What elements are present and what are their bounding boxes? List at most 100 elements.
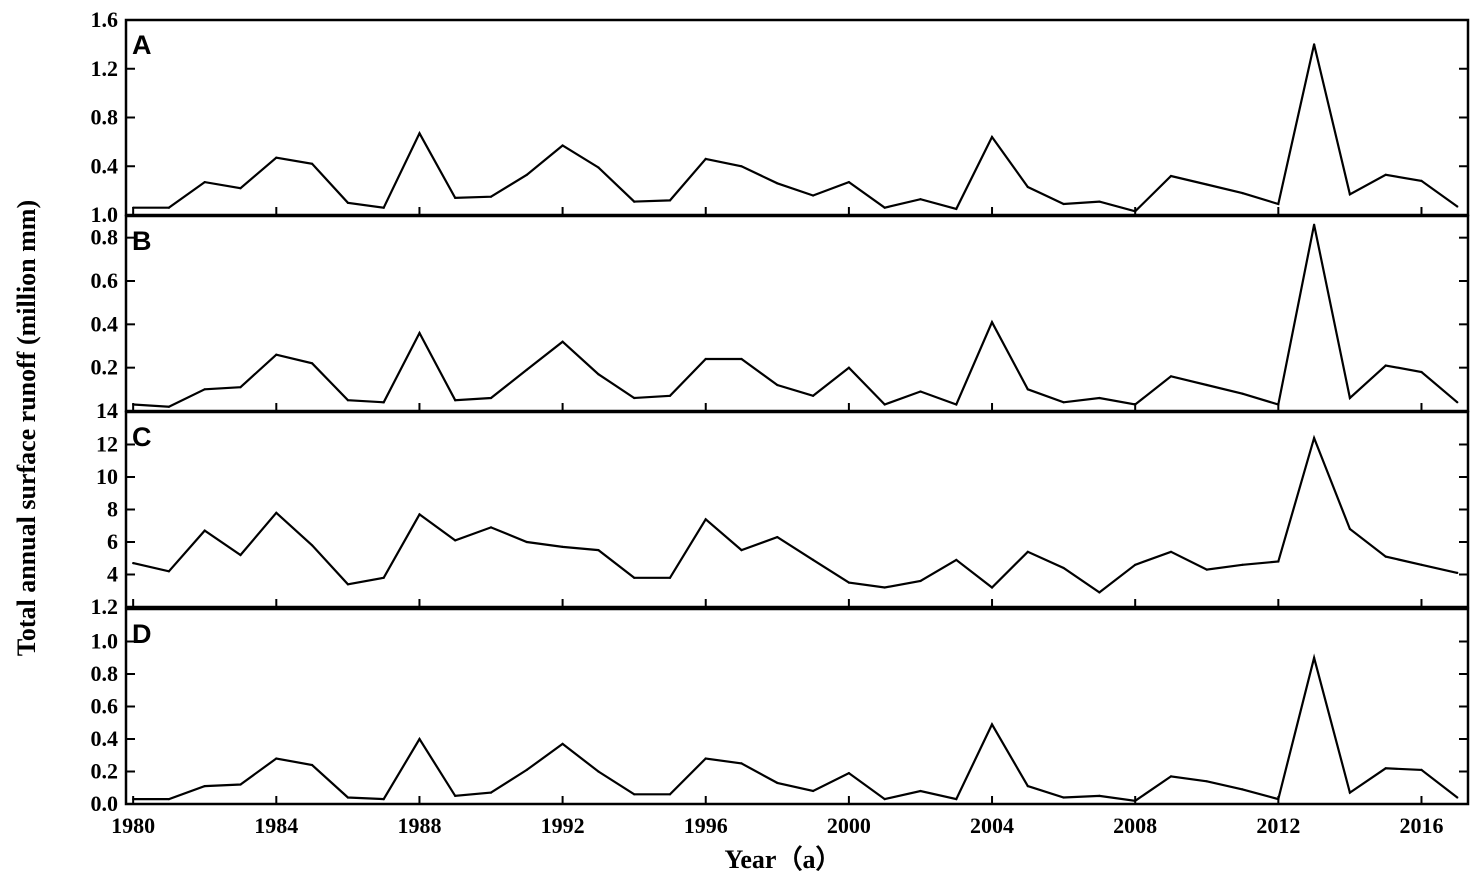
data-point <box>955 558 958 562</box>
data-point <box>489 396 493 400</box>
data-point <box>203 388 206 391</box>
data-point <box>990 135 994 139</box>
data-point <box>955 798 958 801</box>
data-point <box>1134 403 1137 406</box>
y-tick-label: 14 <box>96 398 118 423</box>
data-point <box>167 405 170 408</box>
data-point <box>1241 788 1244 791</box>
data-point <box>1348 791 1351 794</box>
data-point <box>633 396 636 400</box>
data-point <box>1313 656 1316 659</box>
data-point <box>1098 396 1101 400</box>
data-point <box>1169 375 1173 378</box>
x-tick-label: 1996 <box>684 813 728 838</box>
y-tick-label: 0.8 <box>91 661 119 686</box>
panel-frame <box>124 410 1470 609</box>
data-point <box>311 544 314 547</box>
data-point <box>883 206 886 209</box>
series-line-d <box>133 653 1458 802</box>
x-tick-label: 2008 <box>1113 813 1157 838</box>
data-point <box>1026 388 1029 391</box>
data-point <box>1134 563 1137 566</box>
data-point <box>1026 185 1029 189</box>
data-point <box>1062 796 1065 799</box>
x-axis: 1980 1984 1988 1992 1996 2000 2004 2008 2012 2016 <box>111 813 1443 838</box>
data-point <box>1456 796 1459 799</box>
data-point <box>597 373 600 376</box>
data-point <box>847 772 851 775</box>
data-point <box>454 399 457 402</box>
data-point <box>132 403 135 406</box>
data-point <box>382 401 385 404</box>
y-tick-label: 0.2 <box>91 355 119 380</box>
data-point <box>1134 799 1137 802</box>
data-point <box>525 540 528 544</box>
data-point <box>203 529 206 532</box>
data-point <box>955 403 958 406</box>
data-point <box>167 206 170 209</box>
data-point <box>597 549 600 552</box>
data-point <box>704 757 707 760</box>
data-point <box>346 583 349 586</box>
y-tick-label: 1.2 <box>91 594 119 619</box>
data-point <box>1205 383 1208 387</box>
data-point <box>1098 591 1101 594</box>
panel-b: 0.2 0.4 0.6 0.8 14 B <box>91 214 1470 423</box>
data-point <box>1384 555 1387 558</box>
data-point <box>239 783 242 786</box>
data-point <box>1348 193 1351 196</box>
data-point <box>812 194 815 197</box>
data-point <box>1169 174 1173 178</box>
data-point <box>704 157 707 160</box>
data-point <box>1313 43 1316 46</box>
data-point <box>346 399 349 402</box>
y-tick-label: 0.6 <box>91 268 119 293</box>
data-point <box>704 518 707 521</box>
data-point <box>883 586 886 589</box>
data-point <box>1277 403 1280 406</box>
data-point <box>990 321 994 324</box>
data-point <box>275 757 278 760</box>
data-point <box>132 206 135 209</box>
data-point <box>597 770 600 773</box>
data-point <box>1026 785 1029 788</box>
data-point <box>525 368 528 371</box>
data-point <box>1062 202 1065 206</box>
data-point <box>883 403 886 406</box>
x-tick-label: 1992 <box>541 813 585 838</box>
data-point <box>919 579 922 583</box>
y-tick-label: 0.8 <box>91 105 119 130</box>
data-point <box>812 394 815 397</box>
data-point <box>633 793 636 796</box>
data-point <box>776 536 779 539</box>
data-point <box>489 526 493 529</box>
data-point <box>132 562 135 565</box>
data-point <box>597 166 600 169</box>
data-point <box>311 763 314 767</box>
data-point <box>668 199 672 202</box>
y-tick-label: 0.4 <box>91 726 119 751</box>
data-point <box>1420 768 1423 772</box>
data-point <box>418 737 421 741</box>
y-tick-label: 1.0 <box>91 629 119 654</box>
data-point <box>382 798 385 801</box>
data-point <box>740 165 743 168</box>
data-point <box>1277 798 1280 801</box>
data-point <box>776 383 779 387</box>
data-point <box>919 390 922 393</box>
data-point <box>740 549 743 552</box>
x-tick-label: 2000 <box>827 813 871 838</box>
data-point <box>418 513 421 516</box>
data-point <box>812 789 815 793</box>
data-point <box>633 200 636 203</box>
y-tick-label: 1.2 <box>91 56 119 81</box>
x-tick-label: 2012 <box>1256 813 1300 838</box>
x-axis-title: Year（a） <box>725 845 842 874</box>
panel-label: C <box>132 422 152 452</box>
data-point <box>454 794 457 798</box>
data-point <box>454 539 457 542</box>
data-point <box>382 206 385 209</box>
data-point <box>668 793 672 796</box>
x-tick-label: 1984 <box>254 813 298 838</box>
data-point <box>1384 767 1387 770</box>
